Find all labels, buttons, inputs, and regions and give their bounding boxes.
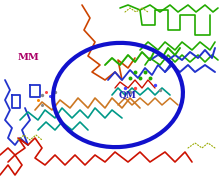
Point	[36, 98, 40, 101]
Point	[153, 84, 157, 87]
Point	[133, 70, 137, 74]
Point	[53, 91, 57, 94]
Point	[44, 91, 48, 94]
Point	[128, 77, 132, 80]
Point	[123, 87, 127, 90]
Text: MM: MM	[18, 53, 39, 63]
Point	[143, 70, 147, 74]
Point	[40, 104, 44, 107]
Point	[133, 87, 137, 90]
Point	[158, 88, 162, 91]
Text: QM: QM	[118, 91, 136, 100]
Point	[138, 77, 142, 80]
Point	[148, 77, 152, 80]
Point	[48, 94, 52, 98]
Point	[40, 94, 44, 97]
Point	[128, 91, 132, 94]
